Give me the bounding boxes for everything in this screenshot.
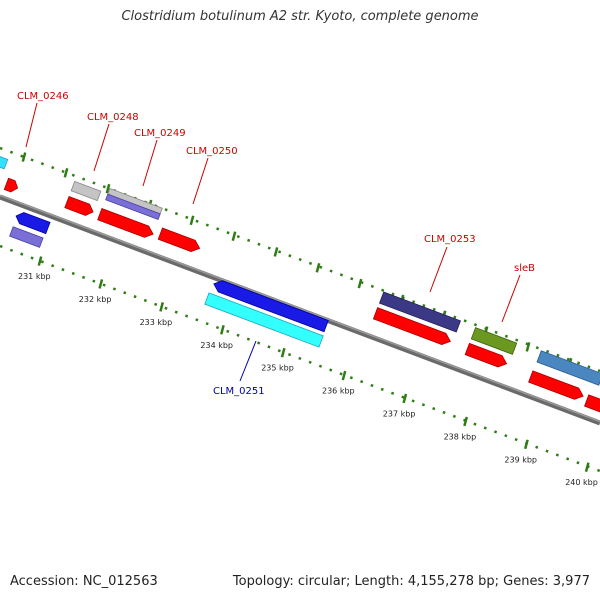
major-tick-reverse [159, 302, 165, 312]
gene-steelblue-right[interactable] [536, 350, 600, 386]
tick-labels: 231 kbp 232 kbp 233 kbp 234 kbp 235 kbp 236 k… [18, 272, 598, 487]
gene-arrow-red-0248[interactable] [64, 195, 95, 217]
tick-label: 231 kbp [18, 272, 51, 281]
label-clm-0253[interactable]: CLM_0253 [424, 234, 476, 245]
leader-clm-0248 [93, 123, 110, 172]
genome-backbone-highlight [0, 194, 600, 423]
accession-text: Accession: NC_012563 [10, 574, 158, 589]
tick-label: 233 kbp [140, 318, 173, 327]
tick-label: 239 kbp [504, 455, 537, 464]
label-clm-0250[interactable]: CLM_0250 [186, 146, 238, 157]
tick-label: 236 kbp [322, 387, 355, 396]
reverse-dotted-track [0, 244, 600, 473]
gene-arrow-red-edge[interactable] [584, 394, 600, 414]
gene-clm-0249-purple[interactable] [105, 193, 161, 220]
major-tick-reverse [37, 256, 43, 266]
gene-partial-cyan[interactable] [0, 153, 9, 170]
major-tick-forward [315, 262, 321, 273]
gene-purple-small[interactable] [9, 226, 44, 248]
major-tick-reverse [402, 393, 408, 404]
gene-reverse-blue-small[interactable] [14, 210, 51, 235]
gene-arrow-red-long[interactable] [97, 208, 156, 240]
major-tick-forward [357, 278, 363, 289]
leader-clm-0250 [192, 157, 209, 205]
label-sleb[interactable]: sleB [514, 263, 535, 274]
gene-clm-0250[interactable] [157, 227, 202, 254]
leader-clm-0253 [429, 246, 448, 293]
major-tick-forward [231, 231, 237, 241]
gene-arrow-red-right[interactable] [528, 370, 586, 402]
major-tick-forward [63, 168, 69, 178]
major-tick-reverse [280, 347, 286, 358]
leader-clm-0251 [239, 340, 257, 382]
tick-label: 240 kbp [565, 478, 598, 487]
label-clm-0248[interactable]: CLM_0248 [87, 112, 139, 123]
gene-arrow-red-0253[interactable] [372, 307, 452, 347]
label-clm-0249[interactable]: CLM_0249 [134, 128, 186, 139]
tick-label: 232 kbp [79, 295, 112, 304]
gene-clm-0253[interactable] [378, 291, 462, 333]
major-tick-reverse [463, 416, 469, 427]
major-tick-forward [21, 152, 27, 162]
tick-label: 237 kbp [383, 409, 416, 418]
label-clm-0251[interactable]: CLM_0251 [213, 386, 265, 397]
gene-reverse-blue-large[interactable] [212, 278, 329, 333]
major-tick-reverse [584, 462, 590, 473]
major-tick-forward [105, 183, 111, 194]
major-tick-forward [273, 247, 279, 257]
label-leaders [25, 102, 521, 382]
major-tick-reverse [523, 439, 529, 450]
label-clm-0246[interactable]: CLM_0246 [17, 91, 69, 102]
tick-label: 238 kbp [444, 432, 477, 441]
gene-sleb[interactable] [470, 327, 518, 355]
tick-label: 234 kbp [200, 341, 233, 350]
major-tick-reverse [341, 370, 347, 381]
leader-clm-0249 [142, 139, 158, 187]
major-tick-reverse [98, 279, 104, 289]
gene-labels: CLM_0246 CLM_0248 CLM_0249 CLM_0250 CLM_… [17, 91, 535, 397]
map-title: Clostridium botulinum A2 str. Kyoto, com… [121, 9, 479, 24]
major-tick-forward [189, 215, 195, 226]
leader-clm-0246 [25, 102, 38, 148]
forward-dotted-track [0, 146, 600, 373]
gene-features [0, 153, 600, 414]
gene-clm-0248[interactable] [70, 180, 102, 202]
tick-label: 235 kbp [261, 364, 294, 373]
gene-arrow-red-sleb[interactable] [464, 342, 509, 369]
major-tick-forward [525, 342, 531, 352]
major-tick-reverse [219, 324, 225, 335]
leader-sleb [501, 274, 521, 323]
gene-arrow-red-left[interactable] [3, 177, 19, 193]
genome-summary-text: Topology: circular; Length: 4,155,278 bp… [232, 574, 590, 589]
gene-clm-0251[interactable] [204, 292, 324, 348]
